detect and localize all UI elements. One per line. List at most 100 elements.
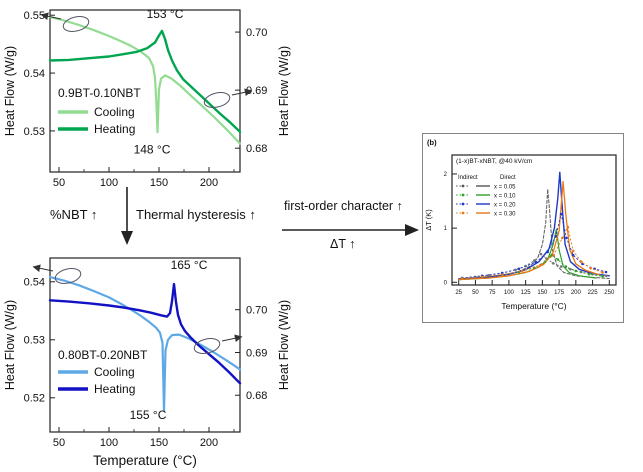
indirect x=0.30-marker <box>500 273 504 276</box>
indirect x=0.20-marker <box>559 212 563 216</box>
plot-frame <box>49 9 241 173</box>
x-tick-label: 25 <box>455 290 462 296</box>
legend-label: Cooling <box>94 105 135 119</box>
curve-axis-ellipse <box>54 268 82 284</box>
indirect x=0.30-marker <box>589 266 592 270</box>
indirect x=0.05-marker <box>514 268 517 272</box>
legend-header-indirect: Indirect <box>458 175 478 181</box>
x-tick-label: 100 <box>504 290 515 296</box>
dsc-chart-0p9bt-0p10nbt: 50 100 150 200 0.53 0.54 0.55 Heat Flow (W/g) 0.… <box>2 0 297 205</box>
indirect x=0.30-line <box>461 226 604 279</box>
indirect x=0.05-marker <box>539 252 543 256</box>
delta-t-increase-label: ΔT ↑ <box>330 237 356 251</box>
y-left-tick-label: 0.53 <box>24 335 45 347</box>
ect-panel-b-chart: 25 50 75 100 125 150 175 200 225 250 0 1 2 ΔT (K) Indi… <box>422 133 624 328</box>
indirect x=0.10-marker <box>556 258 560 261</box>
x-tick-label: 200 <box>200 177 218 189</box>
y-left-tick-label: 2 <box>444 172 448 178</box>
x-tick-label: 200 <box>571 290 582 296</box>
curve-axis-ellipse <box>62 16 90 32</box>
legend-label: Heating <box>94 382 135 396</box>
indirect x=0.10-marker <box>564 265 568 268</box>
y-left-axis-label: ΔT (K) <box>424 209 433 231</box>
y-left-axis-label: Heat Flow (W/g) <box>3 300 17 390</box>
x-tick-label: 150 <box>537 290 548 296</box>
nbt-increase-label: %NBT ↑ <box>50 207 98 222</box>
legend-indirect-marker <box>461 193 465 197</box>
indirect x=0.05-marker <box>551 262 555 265</box>
right-arrow-icon <box>282 224 419 236</box>
indirect x=0.30-marker <box>539 263 542 267</box>
indirect x=0.30-marker <box>579 260 583 263</box>
indirect x=0.30-marker <box>521 269 524 273</box>
temperature-annotation: 165 °C <box>171 258 208 272</box>
legend-label: Heating <box>94 122 135 136</box>
y-right-axis-label: Heat Flow (W/g) <box>277 300 291 390</box>
panel-letter-label: (b) <box>427 138 437 147</box>
plot-frame <box>49 257 241 433</box>
indirect x=0.20-marker <box>554 235 558 238</box>
curve-axis-ellipse <box>203 92 231 108</box>
legend-indirect-marker <box>461 202 465 206</box>
x-tick-label: 100 <box>100 437 118 449</box>
dsc-bottom-svg: 50 100 150 200 0.52 0.53 0.54 Heat Flow (W/g) 0.… <box>3 257 291 468</box>
indirect x=0.20-marker <box>546 250 549 254</box>
legend-indirect-marker <box>461 184 465 188</box>
indirect x=0.20-marker <box>604 270 608 274</box>
axis-pointer-arrow <box>32 264 54 273</box>
y-right-tick-label: 0.70 <box>246 305 267 317</box>
down-arrow-icon <box>121 187 133 245</box>
dsc-chart-0p80bt-0p20nbt: 50 100 150 200 0.52 0.53 0.54 Heat Flow (W/g) 0.… <box>2 246 297 472</box>
right-arrow-head <box>405 224 419 236</box>
x-tick-label: 225 <box>588 290 599 296</box>
y-left-tick-label: 0.52 <box>24 393 45 405</box>
x-tick-label: 175 <box>554 290 565 296</box>
x-tick-label: 50 <box>53 437 65 449</box>
legend-header-direct: Direct <box>500 175 516 181</box>
panel-border <box>422 133 624 323</box>
indirect x=0.05-line <box>461 253 607 279</box>
indirect x=0.10-marker <box>601 275 604 278</box>
y-left-tick-label: 0.54 <box>24 68 45 80</box>
x-tick-label: 50 <box>53 177 65 189</box>
indirect x=0.30-marker <box>480 275 484 279</box>
dsc-top-svg: 50 100 150 200 0.53 0.54 0.55 Heat Flow (W/g) 0.… <box>3 7 291 189</box>
plot-frame <box>451 154 617 286</box>
y-left-tick-label: 0.53 <box>24 126 45 138</box>
axis-pointer-arrow <box>40 12 62 21</box>
y-right-tick-label: 0.70 <box>246 27 267 39</box>
y-right-axis-label: Heat Flow (W/g) <box>277 46 291 136</box>
y-left-tick-label: 0.55 <box>24 10 45 22</box>
x-tick-label: 50 <box>472 290 479 296</box>
direct x=0.30-line <box>458 180 600 281</box>
legend-label: Cooling <box>94 365 135 379</box>
legend-label: x = 0.30 <box>494 212 516 218</box>
indirect x=0.30-marker <box>552 253 555 257</box>
Heating-line <box>48 282 242 385</box>
thermal-hysteresis-label: Thermal hysteresis ↑ <box>136 207 256 222</box>
indirect x=0.05-marker <box>604 274 608 278</box>
temperature-annotation: 148 °C <box>134 142 171 156</box>
legend-label: x = 0.20 <box>494 203 516 209</box>
temperature-annotation: 155 °C <box>130 408 167 422</box>
indirect x=0.20-marker <box>565 236 568 240</box>
chart-title: (1-x)BT-xNBT, @40 kV/cm <box>456 158 532 165</box>
x-axis-label: Temperature (°C) <box>501 301 566 311</box>
x-tick-label: 250 <box>604 290 615 296</box>
axis-pointer-arrow <box>221 334 243 343</box>
indirect x=0.20-marker <box>517 267 521 271</box>
sample-composition-label: 0.9BT-0.10NBT <box>58 86 141 100</box>
legend-indirect-marker <box>461 211 465 215</box>
indirect x=0.05-marker <box>559 265 563 268</box>
indirect x=0.10-marker <box>574 269 578 273</box>
y-right-tick-label: 0.68 <box>246 143 267 155</box>
indirect x=0.30-marker <box>561 236 564 240</box>
x-tick-label: 200 <box>200 437 218 449</box>
y-left-tick-label: 1 <box>444 226 448 232</box>
Cooling-line <box>48 15 242 145</box>
temperature-annotation: 153 °C <box>147 7 184 21</box>
legend-label: x = 0.05 <box>494 185 516 191</box>
curve-axis-ellipse <box>193 338 221 354</box>
Heating-line <box>48 29 242 134</box>
